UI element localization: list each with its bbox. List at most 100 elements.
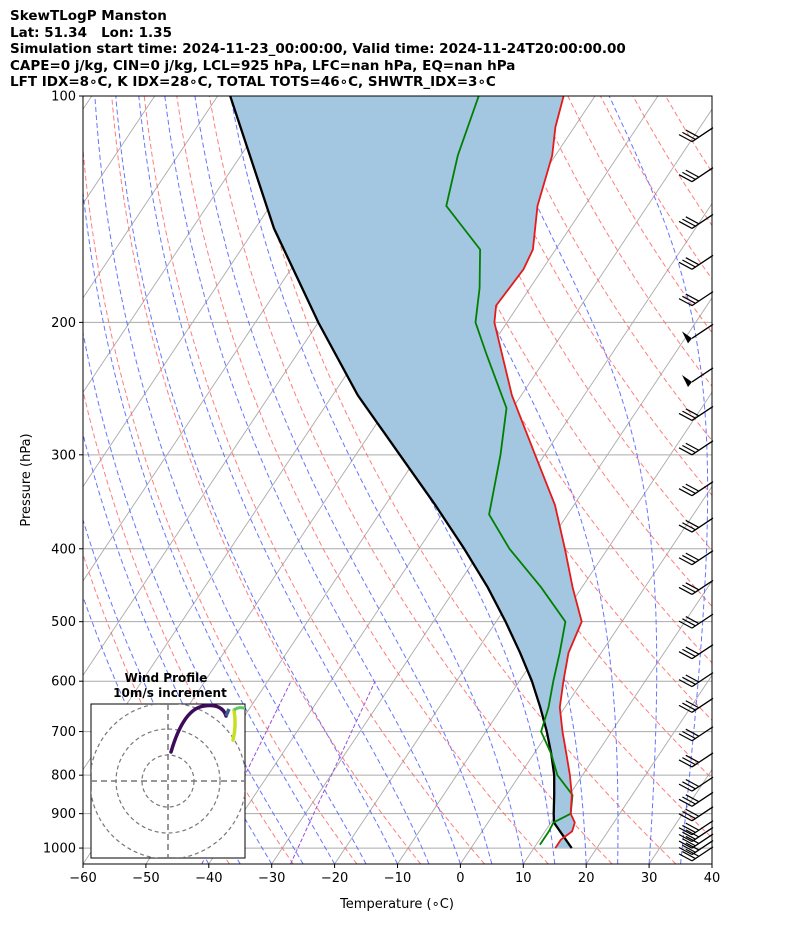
chart-header: SkewTLogP Manston Lat: 51.34 Lon: 1.35 S… <box>10 8 626 91</box>
wind-barb <box>678 839 714 856</box>
x-axis-label: Temperature (∘C) <box>339 897 454 912</box>
x-tick-label: −60 <box>69 871 96 886</box>
dry-adiabat <box>665 96 712 174</box>
wind-barb <box>678 517 714 533</box>
moist-adiabat <box>83 595 210 864</box>
wind-barb <box>678 826 714 843</box>
dry-adiabat <box>111 96 422 864</box>
y-tick-label: 800 <box>51 769 76 784</box>
wind-barb <box>682 323 714 344</box>
wind-barb <box>678 481 714 497</box>
wind-barb <box>678 579 714 595</box>
isotherm <box>711 863 712 864</box>
x-tick-label: −50 <box>132 871 159 886</box>
wind-barb <box>678 254 714 270</box>
x-tick-label: 20 <box>578 871 595 886</box>
wind-barb <box>678 440 714 456</box>
x-tick-label: −40 <box>195 871 222 886</box>
wind-barb <box>678 550 714 566</box>
x-tick-label: −10 <box>384 871 411 886</box>
index-line: LFT IDX=8∘C, K IDX=28∘C, TOTAL TOTS=46∘C… <box>10 74 496 90</box>
wind-barb <box>678 291 714 307</box>
isotherm <box>585 674 712 864</box>
x-tick-label: 10 <box>515 871 532 886</box>
location-line: Lat: 51.34 Lon: 1.35 <box>10 24 172 41</box>
y-tick-label: 400 <box>51 542 76 557</box>
isotherm <box>397 391 712 864</box>
cape-cin-shading <box>230 96 582 849</box>
x-tick-label: 30 <box>641 871 658 886</box>
dry-adiabat <box>567 96 712 334</box>
wind-barb <box>678 820 714 836</box>
hodograph-trace-low <box>169 704 228 754</box>
x-tick-label: −30 <box>258 871 285 886</box>
moist-adiabat <box>608 96 709 864</box>
wind-barb <box>678 405 714 421</box>
y-tick-label: 700 <box>51 725 76 740</box>
cape-line: CAPE=0 j/kg, CIN=0 j/kg, LCL=925 hPa, LF… <box>10 57 516 74</box>
dry-adiabat <box>143 96 485 864</box>
dry-adiabat <box>176 96 549 864</box>
dry-adiabat <box>534 96 712 388</box>
isotherm <box>648 768 712 864</box>
parcel-profile-line <box>229 96 573 849</box>
dry-adiabat <box>437 96 712 552</box>
wind-barb <box>682 367 714 387</box>
moist-adiabat <box>194 96 493 864</box>
x-tick-label: 40 <box>704 871 721 886</box>
hodograph-title: Wind Profile <box>125 671 208 685</box>
wind-barb <box>678 672 714 688</box>
moist-adiabat <box>273 96 556 864</box>
dry-adiabat <box>502 96 712 442</box>
isotherm <box>83 96 93 111</box>
y-tick-label: 200 <box>51 316 76 331</box>
wind-barb <box>678 213 714 229</box>
moist-adiabat <box>115 96 398 864</box>
wind-barb <box>678 752 714 768</box>
wind-barb <box>678 846 714 862</box>
wind-barb <box>678 776 714 792</box>
chart-title: SkewTLogP Manston <box>10 8 167 24</box>
dry-adiabat <box>241 96 677 864</box>
dry-adiabat <box>469 96 712 497</box>
isotherm <box>83 96 281 394</box>
y-tick-label: 100 <box>51 90 76 105</box>
moist-adiabat <box>94 96 367 864</box>
wind-barb <box>678 167 714 183</box>
x-tick-label: −20 <box>321 871 348 886</box>
mixing-ratio-line <box>290 680 376 864</box>
y-tick-label: 600 <box>51 675 76 690</box>
y-tick-label: 500 <box>51 615 76 630</box>
isotherm <box>460 485 712 864</box>
temperature-line <box>493 96 583 849</box>
dry-adiabat <box>404 96 712 608</box>
wind-barb <box>678 644 714 660</box>
wind-barb <box>678 806 714 822</box>
time-line: Simulation start time: 2024-11-23_00:00:… <box>10 41 626 57</box>
wind-barb <box>678 791 714 807</box>
wind-barb <box>678 127 714 143</box>
y-tick-label: 300 <box>51 448 76 463</box>
moist-adiabat <box>138 96 430 864</box>
wind-barb <box>678 697 714 713</box>
hodograph-trace-mid <box>224 708 231 717</box>
dry-adiabat <box>599 96 712 280</box>
x-tick-label: 0 <box>456 871 464 886</box>
hodograph-trace-high <box>231 708 237 742</box>
wind-barb <box>678 833 714 849</box>
dry-adiabat <box>632 96 712 227</box>
isotherm <box>83 96 344 488</box>
moist-adiabat <box>83 330 304 864</box>
moist-adiabat <box>164 96 461 864</box>
wind-barb <box>678 726 714 742</box>
y-axis-label: Pressure (hPa) <box>19 433 34 526</box>
dry-adiabat <box>83 388 294 864</box>
hodograph-trace-top <box>233 706 245 712</box>
dry-adiabat <box>83 143 358 864</box>
moist-adiabat <box>83 187 336 864</box>
y-tick-label: 900 <box>51 807 76 822</box>
wind-barb <box>678 613 714 629</box>
isotherm <box>522 580 712 864</box>
y-tick-label: 1000 <box>43 842 76 857</box>
